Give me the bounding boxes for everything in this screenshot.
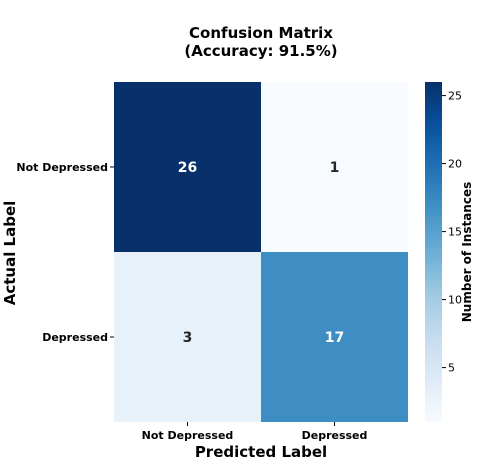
chart-subtitle: (Accuracy: 91.5%) [184,42,337,60]
colorbar-tick-label: 25 [448,90,462,103]
y-axis-label: Actual Label [1,201,19,306]
heatmap-cell-labels: 26 1 3 17 [178,160,344,346]
heatmap-cell [261,252,408,422]
colorbar-ticks: 5 10 15 20 25 [442,90,462,375]
colorbar-tick-label: 15 [448,226,462,239]
heatmap-cells [114,82,408,422]
heatmap-cell [261,82,408,252]
cell-value-label: 26 [178,160,197,176]
chart-title: Confusion Matrix [189,24,333,42]
colorbar-tick-label: 10 [448,294,462,307]
heatmap-cell [114,82,261,252]
axis-ticks: Not Depressed Depressed Not Depressed Depre… [16,161,367,442]
cell-value-label: 17 [325,330,344,346]
y-tick-label: Depressed [42,331,108,344]
x-axis-label: Predicted Label [195,443,327,461]
colorbar [425,82,442,422]
x-tick-label: Depressed [302,429,368,442]
y-tick-label: Not Depressed [16,161,108,174]
heatmap-cell [114,252,261,422]
colorbar-tick-label: 5 [448,362,455,375]
cell-value-label: 3 [183,330,193,346]
colorbar-label: Number of Instances [460,182,474,322]
colorbar-tick-label: 20 [448,158,462,171]
cell-value-label: 1 [330,160,340,176]
x-tick-label: Not Depressed [142,429,234,442]
